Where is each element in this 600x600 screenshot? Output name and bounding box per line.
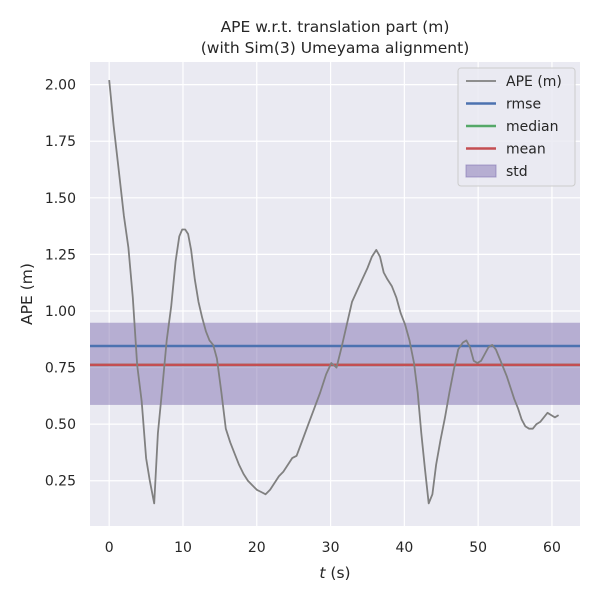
legend-label-rmse: rmse [506,97,541,113]
y-tick-labels: 0.25 0.50 0.75 1.00 1.25 1.50 1.75 2.00 [45,78,76,490]
legend-box [457,67,576,187]
x-axis-unit: (s) [325,564,350,582]
statistics-overlays [90,322,580,405]
x-tick-label: 60 [543,540,561,556]
legend-label-ape: APE (m) [506,74,562,90]
x-tick-label: 30 [322,540,340,556]
y-tick-label: 0.50 [45,417,76,433]
legend: APE (m) rmse median mean std [457,67,576,187]
legend-label-median: median [506,119,558,135]
ape-line [108,80,560,505]
x-tick-label: 50 [469,540,487,556]
x-axis-label: t (s) [319,564,350,582]
ape-series [108,80,560,505]
x-tick-label: 0 [105,540,114,556]
y-tick-label: 2.00 [45,78,76,94]
x-tick-label: 40 [395,540,413,556]
y-tick-label: 1.25 [45,247,76,263]
y-tick-label: 0.75 [45,361,76,377]
x-tick-labels: 0 10 20 30 40 50 60 [105,540,561,556]
legend-swatch-std [465,164,497,178]
y-tick-label: 0.25 [45,474,76,490]
legend-label-std: std [506,164,528,180]
x-tick-label: 10 [174,540,192,556]
x-tick-label: 20 [248,540,266,556]
chart-title-line-1: APE w.r.t. translation part (m) [221,18,450,36]
y-tick-label: 1.00 [45,304,76,320]
y-tick-label: 1.50 [45,191,76,207]
legend-label-mean: mean [506,142,546,158]
x-axis-variable: t [319,564,326,582]
y-tick-label: 1.75 [45,134,76,150]
chart-title-line-2: (with Sim(3) Umeyama alignment) [201,39,470,57]
y-axis-label: APE (m) [18,263,36,325]
